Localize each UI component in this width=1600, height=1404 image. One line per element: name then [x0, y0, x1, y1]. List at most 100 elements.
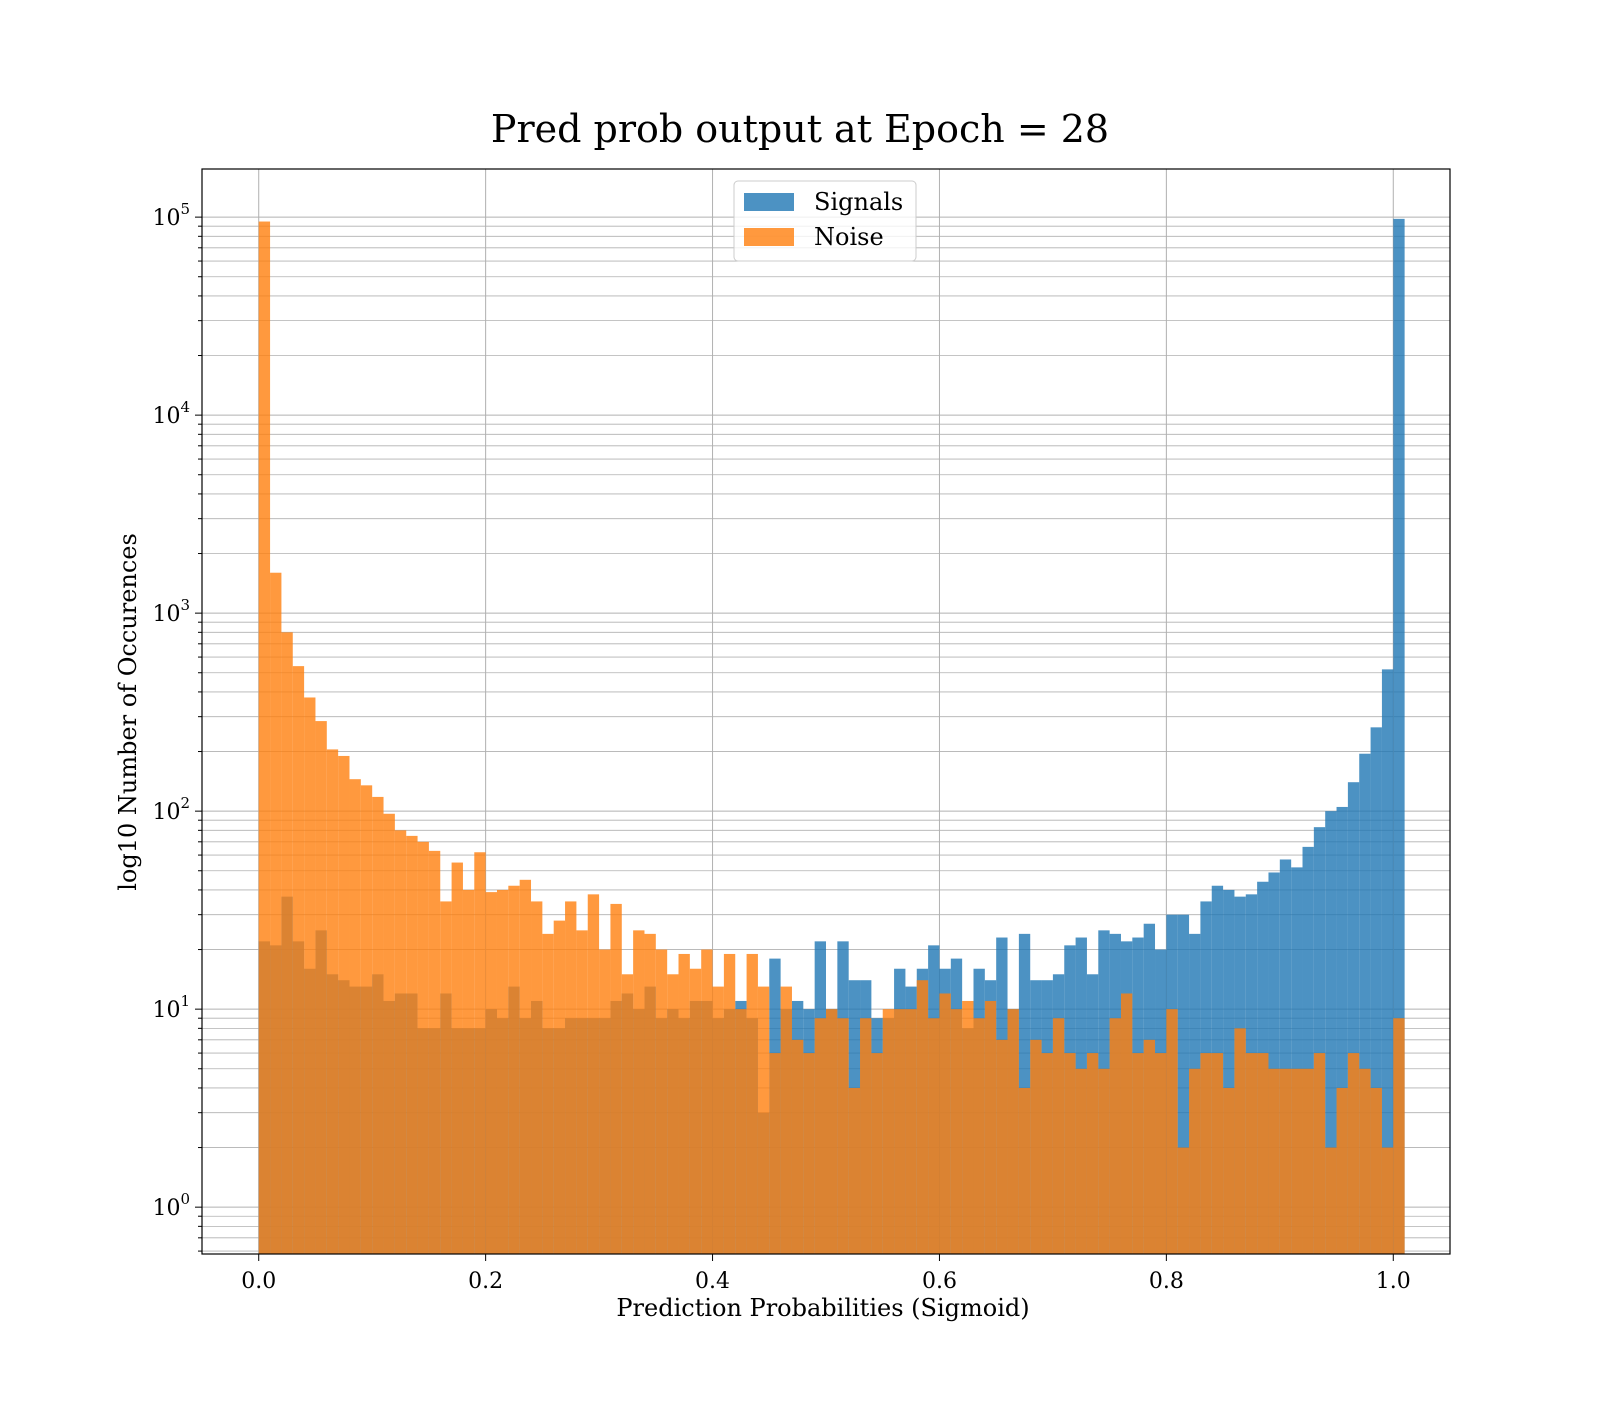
x-tick-label: 0.4	[695, 1269, 730, 1294]
bar-noise	[962, 1000, 974, 1254]
bar-noise	[542, 933, 554, 1254]
legend-label-noise: Noise	[814, 223, 884, 251]
x-tick-label: 0.2	[468, 1269, 503, 1294]
bar-noise	[1211, 1053, 1224, 1254]
bar-noise	[1381, 1147, 1394, 1254]
bar-noise	[1041, 1053, 1053, 1254]
bar-noise	[1120, 993, 1133, 1254]
bar-signals	[1336, 806, 1348, 1254]
bar-noise	[905, 1009, 917, 1254]
bar-noise	[871, 1053, 883, 1254]
bar-noise	[304, 697, 316, 1254]
bar-noise	[1177, 1147, 1190, 1254]
legend-label-signals: Signals	[814, 188, 903, 216]
plot-frame	[201, 168, 1451, 1255]
y-tick-label: 101	[152, 992, 190, 1023]
bar-noise	[746, 953, 758, 1254]
bar-signals	[1268, 872, 1280, 1254]
bar-noise	[587, 894, 600, 1254]
bar-noise	[826, 1009, 838, 1254]
bar-noise	[315, 721, 327, 1254]
bar-noise	[394, 830, 407, 1254]
bar-noise	[655, 949, 668, 1254]
bar-noise	[1086, 1053, 1099, 1254]
bar-noise	[508, 885, 520, 1254]
bar-noise	[1347, 1053, 1360, 1254]
bar-noise	[1313, 1053, 1326, 1254]
bar-noise	[1075, 1068, 1087, 1254]
bar-noise	[814, 1018, 826, 1254]
bar-signals	[1347, 782, 1360, 1254]
bar-noise	[406, 835, 418, 1254]
bar-noise	[701, 949, 713, 1254]
legend-swatch-signals	[744, 193, 794, 211]
bar-signals	[1279, 859, 1292, 1254]
bar-noise	[950, 1009, 963, 1254]
bar-noise	[1052, 1018, 1065, 1254]
bar-noise	[803, 1053, 815, 1254]
bar-noise	[485, 892, 497, 1254]
bar-noise	[757, 986, 770, 1254]
bar-noise	[610, 903, 622, 1254]
y-tick-label: 103	[152, 596, 190, 627]
bar-noise	[882, 1009, 895, 1254]
bar-noise	[735, 1009, 747, 1254]
x-axis-label: Prediction Probabilities (Sigmoid)	[616, 1294, 1029, 1322]
bar-noise	[769, 1053, 781, 1254]
bar-noise	[440, 901, 452, 1254]
bar-noise	[338, 755, 350, 1254]
bar-noise	[780, 986, 792, 1254]
bar-noise	[1064, 1053, 1076, 1254]
bar-noise	[360, 785, 373, 1254]
bar-noise	[712, 986, 724, 1254]
bar-noise	[723, 953, 736, 1254]
bar-noise	[270, 572, 282, 1254]
x-tick-label: 1.0	[1376, 1269, 1411, 1294]
histogram-bars	[258, 218, 1405, 1254]
bar-noise	[1018, 1087, 1031, 1254]
bar-signals	[1302, 846, 1314, 1254]
bar-noise	[1132, 1053, 1144, 1254]
bar-noise	[417, 841, 429, 1254]
bar-signals	[1313, 827, 1326, 1254]
x-tick-label: 0.8	[1149, 1269, 1184, 1294]
bar-noise	[1336, 1087, 1348, 1254]
bar-signals	[1381, 669, 1394, 1254]
bar-noise	[576, 930, 588, 1254]
bar-noise	[1234, 1028, 1246, 1254]
bar-signals	[1291, 867, 1303, 1254]
bar-noise	[1359, 1068, 1371, 1254]
chart-title: Pred prob output at Epoch = 28	[491, 107, 1109, 151]
bar-noise	[383, 813, 395, 1254]
bar-noise	[1109, 1018, 1121, 1254]
bar-noise	[928, 1018, 940, 1254]
bar-signals	[1223, 889, 1235, 1254]
bar-noise	[1189, 1068, 1201, 1254]
bar-noise	[326, 749, 339, 1254]
bar-noise	[996, 1039, 1008, 1254]
bar-noise	[973, 1018, 985, 1254]
bar-noise	[292, 666, 305, 1254]
bar-noise	[894, 1009, 906, 1254]
bar-noise	[848, 1087, 861, 1254]
bar-noise	[1143, 1039, 1156, 1254]
bar-noise	[1370, 1087, 1382, 1254]
bar-noise	[1245, 1053, 1258, 1254]
bar-signals	[1393, 218, 1405, 1254]
legend-swatch-noise	[744, 228, 794, 246]
bar-noise	[1279, 1068, 1292, 1254]
bar-noise	[258, 221, 271, 1254]
bar-noise	[916, 980, 929, 1254]
bar-noise	[1223, 1087, 1235, 1254]
axis-ticks: 0.0 0.2 0.4 0.6 0.8 1.0 100 101 102 103 104 105	[152, 200, 1410, 1294]
bar-noise	[837, 1018, 849, 1254]
bar-signals	[1370, 727, 1382, 1254]
y-tick-label: 102	[152, 794, 190, 825]
bar-noise	[1302, 1068, 1314, 1254]
bar-noise	[939, 993, 951, 1254]
bar-noise	[281, 632, 293, 1254]
bar-noise	[1268, 1068, 1280, 1254]
bar-noise	[1007, 1009, 1019, 1254]
